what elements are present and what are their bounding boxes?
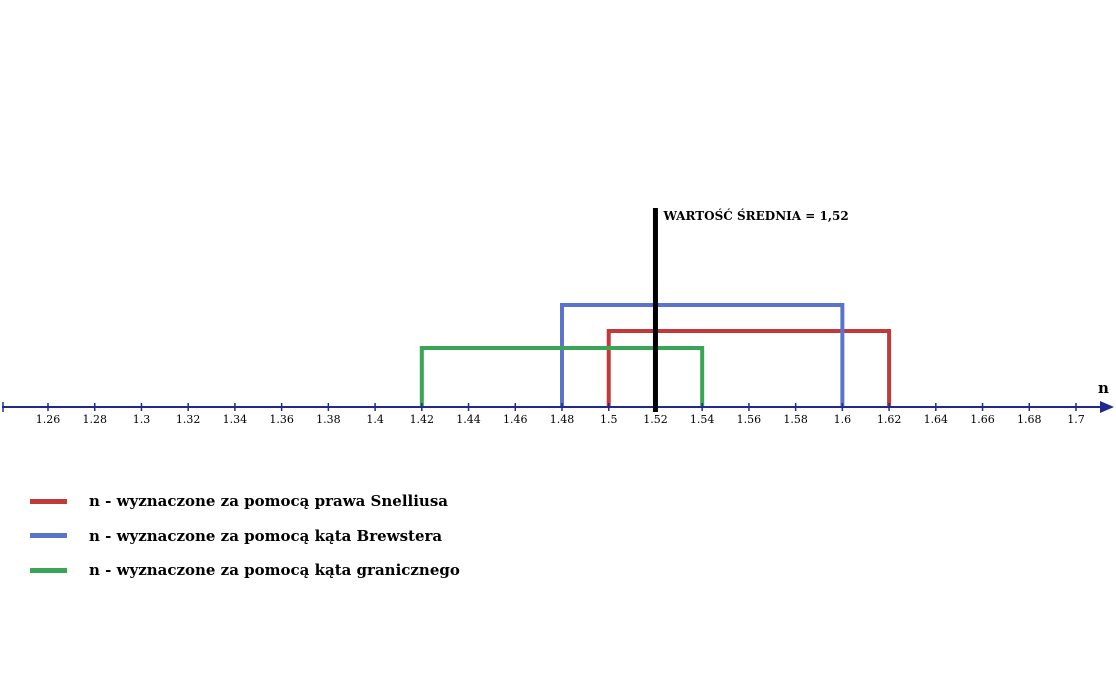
- legend-swatch-snellius: [30, 498, 67, 504]
- tick-label: 1.56: [737, 413, 762, 426]
- legend-label-critical-angle: n - wyznaczone za pomocą kąta graniczneg…: [89, 561, 460, 580]
- tick-label: 1.7: [1067, 413, 1085, 426]
- mean-label: WARTOŚĆ ŚREDNIA = 1,52: [662, 207, 848, 223]
- tick-label: 1.62: [877, 413, 902, 426]
- tick-label: 1.3: [133, 413, 151, 426]
- legend-item-snellius: n - wyznaczone za pomocą prawa Snelliusa: [30, 484, 460, 519]
- legend-swatch-critical-angle: [30, 567, 67, 573]
- tick-label: 1.44: [456, 413, 481, 426]
- tick-label: 1.42: [410, 413, 435, 426]
- tick-label: 1.58: [783, 413, 808, 426]
- tick-label: 1.64: [924, 413, 949, 426]
- tick-label: 1.66: [970, 413, 995, 426]
- interval-snellius: [606, 329, 892, 407]
- tick-label: 1.4: [366, 413, 384, 426]
- tick-label: 1.34: [223, 413, 248, 426]
- tick-label: 1.26: [36, 413, 61, 426]
- axis-arrow-icon: [1100, 401, 1114, 413]
- tick-label: 1.36: [269, 413, 294, 426]
- interval-critical-angle: [419, 346, 705, 407]
- tick-label: 1.28: [82, 413, 107, 426]
- tick-label: 1.46: [503, 413, 528, 426]
- legend: n - wyznaczone za pomocą prawa Snelliusa…: [30, 484, 460, 588]
- legend-label-snellius: n - wyznaczone za pomocą prawa Snelliusa: [89, 492, 448, 511]
- legend-item-critical-angle: n - wyznaczone za pomocą kąta graniczneg…: [30, 553, 460, 588]
- tick-label: 1.32: [176, 413, 201, 426]
- interval-brewster: [560, 303, 845, 407]
- tick-label: 1.38: [316, 413, 341, 426]
- legend-label-brewster: n - wyznaczone za pomocą kąta Brewstera: [89, 526, 443, 545]
- tick-label: 1.68: [1017, 413, 1042, 426]
- tick-label: 1.48: [550, 413, 575, 426]
- tick-label: 1.52: [643, 413, 668, 426]
- tick-label: 1.6: [834, 413, 852, 426]
- tick-label: 1.5: [600, 413, 618, 426]
- axis-label: n: [1098, 379, 1109, 397]
- mean-marker: WARTOŚĆ ŚREDNIA = 1,52: [652, 207, 849, 412]
- interval-brackets: [419, 303, 892, 407]
- legend-swatch-brewster: [30, 533, 67, 539]
- x-axis: 1.26 1.28 1.3 1.32 1.34 1.36 1.38 1.4 1.42 1.44 1.…: [2, 379, 1114, 426]
- tick-label: 1.54: [690, 413, 715, 426]
- legend-item-brewster: n - wyznaczone za pomocą kąta Brewstera: [30, 519, 460, 554]
